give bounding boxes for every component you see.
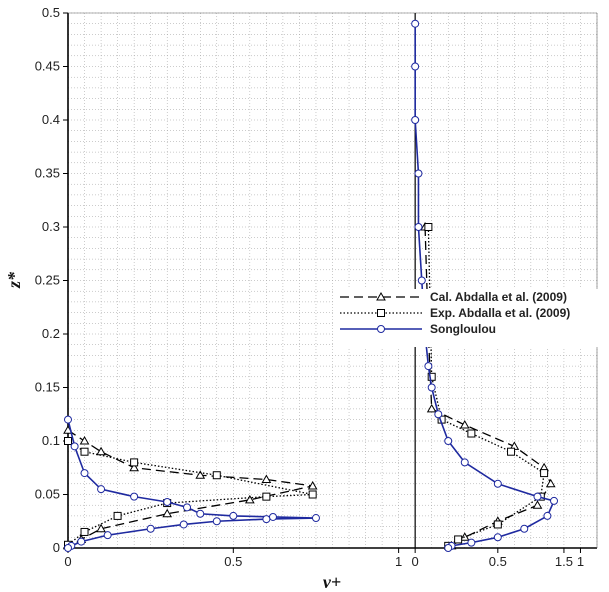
data-point [411,62,420,71]
data-point [80,527,89,536]
secondary-x-tick-label: 0.5 [489,554,507,569]
data-point [434,410,443,419]
legend-label: Songloulou [430,322,496,336]
data-point [532,500,543,509]
secondary-x-tick-label: 1 [577,554,584,569]
data-point [543,511,552,520]
y-axis-label: z* [4,271,24,289]
x-tick-label: 0.5 [224,554,242,569]
data-point [424,223,433,231]
data-point [426,403,437,413]
data-point [262,492,271,501]
data-point [467,429,476,438]
data-point [424,362,433,371]
data-point [244,494,255,504]
data-point [212,517,221,526]
data-point [377,309,385,317]
data-point [444,437,453,445]
data-point [97,485,106,494]
data-point [146,524,155,533]
data-point [130,492,139,501]
y-tick-label: 0.05 [35,487,60,502]
data-point [507,447,516,456]
data-point [103,531,112,540]
data-point [229,511,238,520]
data-point [427,372,436,381]
data-point [196,509,205,518]
data-point [262,515,271,524]
series-layer [63,19,559,552]
series-group [64,19,559,552]
data-point [64,415,72,424]
data-point [444,544,453,552]
data-point [64,544,72,552]
data-point [459,419,470,429]
data-point [493,533,502,542]
data-point [130,458,139,467]
x-axis-label: v+ [323,572,341,592]
data-point [80,447,89,456]
data-point [212,471,221,480]
data-point [113,511,122,520]
legend-label: Cal. Abdalla et al. (2009) [430,290,567,304]
y-tick-label: 0.1 [42,433,60,448]
data-point [307,480,318,490]
data-point [427,383,436,392]
data-point [179,520,188,529]
data-point [533,492,542,501]
y-tick-label: 0.3 [42,219,60,234]
data-point [129,462,139,472]
data-point [268,512,277,521]
y-tick-label: 0 [53,540,60,555]
data-point [162,508,173,518]
tick-labels: 0 0.05 0.1 0.15 0.2 0.25 0.3 0.35 0.4 0.45 0.5 0 0.5… [35,5,584,569]
data-point [376,291,386,301]
series-line [427,226,545,547]
data-point [459,532,470,541]
data-point [79,435,90,445]
y-tick-label: 0.5 [42,5,60,20]
x-tick-label: 1.5 [555,554,573,569]
data-point [550,496,559,505]
data-point [64,437,72,445]
y-tick-label: 0.2 [42,326,60,341]
data-point [414,223,423,231]
data-point [377,325,385,333]
data-point [520,524,529,533]
data-point [454,535,463,544]
y-tick-label: 0.35 [35,166,60,181]
data-point [540,469,549,478]
y-tick-label: 0.4 [42,112,60,127]
data-point [417,276,426,285]
data-point [311,514,320,523]
y-tick-label: 0.25 [35,273,60,288]
data-point [96,523,106,533]
data-point [493,479,502,488]
data-point [411,19,420,28]
legend-label: Exp. Abdalla et al. (2009) [430,306,570,320]
y-tick-label: 0.45 [35,59,60,74]
data-point [70,442,79,451]
secondary-x-tick-label: 0 [412,554,419,569]
legend: Cal. Abdalla et al. (2009) Exp. Abdalla e… [334,289,598,347]
data-point [493,520,502,529]
data-point [183,503,192,512]
data-point [163,497,172,506]
x-tick-label: 0 [64,554,71,569]
data-point [414,169,423,178]
data-point [460,458,469,467]
data-point [545,478,556,488]
y-tick-label: 0.15 [35,380,60,395]
data-point [80,469,89,478]
data-point [195,470,206,479]
data-point [467,538,476,547]
data-point [77,537,86,546]
series-line [67,429,313,547]
data-point [261,474,272,484]
x-tick-label: 1 [395,554,402,569]
data-point [411,116,420,124]
data-point [308,490,317,499]
